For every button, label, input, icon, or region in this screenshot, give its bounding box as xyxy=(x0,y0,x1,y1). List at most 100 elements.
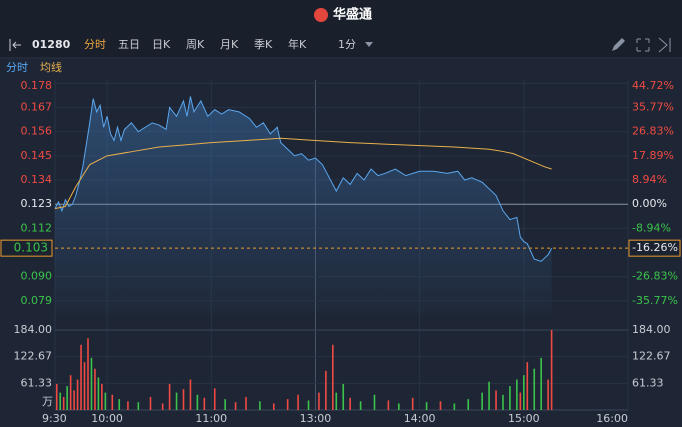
volume-bar xyxy=(526,362,529,410)
logo-icon xyxy=(314,8,328,22)
volume-bar xyxy=(453,403,456,410)
volume-bar xyxy=(533,368,536,410)
current-price-box xyxy=(0,239,53,257)
y-tick-label: 0.156 xyxy=(21,125,53,138)
volume-bar xyxy=(94,368,96,410)
fullscreen-icon[interactable] xyxy=(636,38,650,52)
volume-bar xyxy=(69,375,72,410)
volume-bar xyxy=(342,383,345,410)
volume-bar xyxy=(332,344,334,410)
y-tick-label: 0.178 xyxy=(21,79,53,92)
volume-unit: 万 xyxy=(42,395,53,408)
volume-bar xyxy=(127,401,129,410)
y-tick-label: 0.123 xyxy=(21,197,53,210)
edit-icon[interactable] xyxy=(612,38,625,51)
volume-bar xyxy=(175,392,178,410)
y-tick-label: 0.112 xyxy=(21,221,53,234)
volume-bar xyxy=(523,375,525,410)
volume-bar xyxy=(387,400,390,410)
tab[interactable]: 日K xyxy=(152,38,171,51)
current-price-label: 0.103 xyxy=(14,241,48,255)
volume-tick-label-right: 61.33 xyxy=(632,376,664,389)
volume-bar xyxy=(467,399,470,410)
x-tick-label: 10:00 xyxy=(91,412,123,425)
volume-bar xyxy=(66,386,68,410)
volume-bar xyxy=(286,399,289,410)
top-bar xyxy=(0,0,682,30)
volume-bar xyxy=(411,397,414,410)
dropdown-icon[interactable] xyxy=(365,42,373,47)
y-tick-label: 0.090 xyxy=(21,270,53,283)
x-tick-label: 11:00 xyxy=(195,412,227,425)
volume-bar xyxy=(234,402,237,410)
current-pct-box xyxy=(628,239,681,257)
volume-bar xyxy=(90,357,93,410)
tab[interactable]: 月K xyxy=(220,38,239,51)
y-tick-label: 0.167 xyxy=(21,100,53,113)
volume-bar xyxy=(59,392,62,410)
back-icon[interactable] xyxy=(9,39,21,51)
price-line xyxy=(54,96,553,262)
volume-bar xyxy=(224,399,226,410)
volume-bar xyxy=(161,403,164,410)
tab[interactable]: 五日 xyxy=(118,38,140,51)
volume-bar xyxy=(87,338,89,410)
volume-bar xyxy=(335,392,338,410)
y2-tick-label: 44.72% xyxy=(632,79,674,92)
volume-bar xyxy=(149,396,152,410)
tab[interactable]: 分时 xyxy=(84,38,106,51)
volume-bar xyxy=(325,370,327,410)
volume-tick-label: 122.67 xyxy=(14,350,53,363)
volume-bar xyxy=(213,388,216,410)
interval[interactable]: 1分 xyxy=(338,38,356,51)
average-line xyxy=(54,137,552,210)
y2-tick-label: 17.89% xyxy=(632,149,674,162)
y2-tick-label: 0.00% xyxy=(632,197,667,210)
sidebar-icon[interactable] xyxy=(658,37,671,53)
volume-bar xyxy=(509,386,511,410)
volume-bar xyxy=(118,399,121,410)
tab[interactable]: 年K xyxy=(288,37,307,51)
volume-bar xyxy=(137,402,140,410)
volume-bar xyxy=(398,403,400,410)
volume-bar xyxy=(272,403,275,410)
volume-bar xyxy=(318,392,320,410)
y-tick-label: 0.079 xyxy=(21,294,53,307)
volume-bar xyxy=(519,392,522,410)
volume-bar xyxy=(55,383,58,410)
volume-bar xyxy=(307,400,310,410)
price-area xyxy=(55,96,552,314)
y-tick-label: 0.145 xyxy=(21,149,53,162)
volume-bar xyxy=(62,396,65,410)
x-tick-label: 9:30 xyxy=(42,412,67,425)
volume-bar xyxy=(245,396,247,410)
volume-bar xyxy=(168,383,171,410)
volume-bar xyxy=(259,401,261,410)
tab[interactable]: 季K xyxy=(254,38,273,51)
volume-bar xyxy=(359,401,362,410)
volume-bar xyxy=(182,389,185,410)
volume-bar xyxy=(83,362,86,410)
volume-tick-label: 61.33 xyxy=(21,376,53,389)
volume-bar xyxy=(488,381,490,410)
volume-bar xyxy=(540,357,542,410)
volume-bar xyxy=(481,392,483,410)
x-tick-label: 14:00 xyxy=(404,412,436,425)
y2-tick-label: 26.83% xyxy=(632,125,674,138)
legend-average: 均线 xyxy=(40,60,62,74)
legend-price: 分时 xyxy=(6,61,28,74)
volume-bar xyxy=(189,379,192,410)
volume-bar xyxy=(547,379,549,410)
volume-bar xyxy=(80,344,82,410)
current-pct-label: -16.26% xyxy=(632,241,678,254)
volume-bar xyxy=(297,394,299,410)
toolbar xyxy=(0,30,682,58)
volume-bar xyxy=(502,394,504,410)
volume-bar xyxy=(203,397,206,410)
volume-tick-label-right: 122.67 xyxy=(632,350,671,363)
volume-bar xyxy=(439,401,442,410)
volume-bar xyxy=(495,390,497,410)
tab[interactable]: 周K xyxy=(186,38,205,51)
